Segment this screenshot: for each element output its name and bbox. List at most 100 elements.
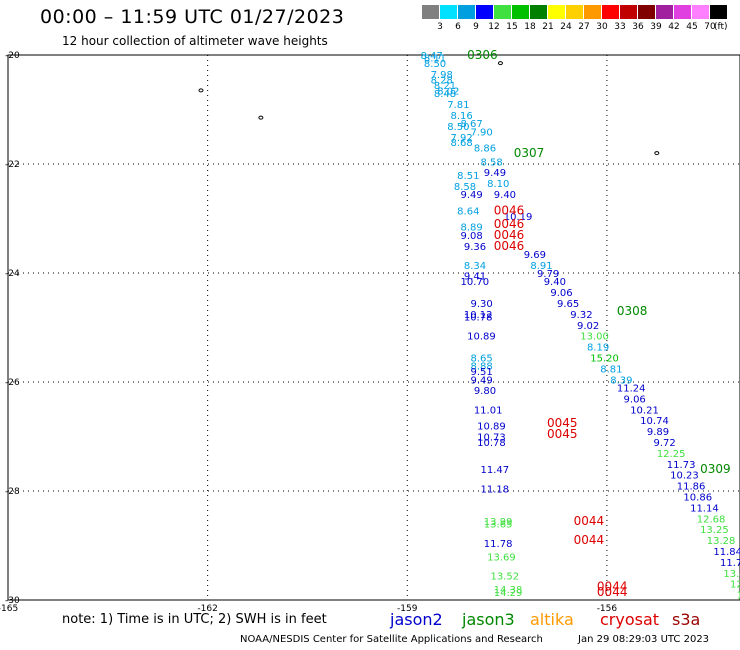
- swh-value: 8.50: [424, 59, 446, 70]
- swh-value: 9.51: [470, 367, 492, 378]
- satellite-cryosat: cryosat: [600, 610, 660, 629]
- swh-value: 10.86: [683, 492, 712, 503]
- swh-value: 8.11: [424, 54, 446, 65]
- swh-value: 8.64: [457, 206, 479, 217]
- swh-value: 11.14: [690, 503, 719, 514]
- swh-value: 7.90: [470, 127, 492, 138]
- swh-value: 9.79: [537, 269, 559, 280]
- swh-value: 8.16: [451, 111, 473, 122]
- legend-swatch: [602, 5, 619, 19]
- island-outline: [654, 151, 660, 156]
- swh-value: 10.19: [504, 212, 533, 223]
- swh-value: 11.86: [677, 482, 706, 493]
- island-outline: [497, 61, 503, 66]
- legend-label: 30: [596, 22, 608, 32]
- island-outline: [198, 88, 204, 93]
- legend-swatch: [494, 5, 511, 19]
- credit-text: NOAA/NESDIS Center for Satellite Applica…: [240, 634, 543, 645]
- legend-label: 42: [668, 22, 680, 32]
- swh-value: 10.70: [461, 277, 490, 288]
- pass-label: 0044: [574, 533, 605, 547]
- pass-label: 0046: [494, 228, 525, 242]
- timestamp: Jan 29 08:29:03 UTC 2023: [578, 634, 710, 645]
- swh-value: 8.81: [600, 364, 622, 375]
- swh-value: 13.00: [580, 332, 609, 343]
- swh-value: 15.20: [590, 353, 619, 364]
- swh-value: 9.49: [461, 190, 483, 201]
- legend-swatch: [548, 5, 565, 19]
- pass-label: 0044: [597, 585, 628, 599]
- pass-label: 0044: [574, 514, 605, 528]
- swh-value: 9.65: [557, 299, 579, 310]
- legend-label: 18: [524, 22, 536, 32]
- swh-value: 8.48: [434, 89, 456, 100]
- y-tick-label: -20: [5, 51, 20, 61]
- pass-label: 0309: [700, 462, 731, 476]
- swh-value: 13.25: [700, 525, 729, 536]
- y-tick-label: -24: [5, 269, 20, 279]
- swh-value: 13.52: [490, 571, 519, 582]
- swh-value: 10.89: [467, 332, 496, 343]
- pass-label: 0308: [617, 304, 648, 318]
- legend-label: 21: [542, 22, 554, 32]
- swh-value: 9.30: [470, 299, 492, 310]
- swh-value: 8.51: [457, 171, 479, 182]
- island-outline: [258, 115, 264, 120]
- legend-label: 36: [632, 22, 644, 32]
- swh-value: 8.39: [610, 375, 632, 386]
- chart-title: 00:00 – 11:59 UTC 01/27/2023: [40, 6, 345, 28]
- x-tick-label: -156: [597, 604, 618, 614]
- legend-label: 9: [473, 22, 479, 32]
- swh-value: 11.47: [480, 465, 509, 476]
- x-tick-label: -165: [0, 604, 18, 614]
- x-tick-label: -159: [397, 604, 418, 614]
- swh-value: 11.24: [617, 383, 646, 394]
- swh-value: 8.19: [587, 343, 609, 354]
- legend-swatch: [710, 5, 727, 19]
- legend-label: 70: [704, 22, 716, 32]
- swh-value: 14.38: [494, 585, 523, 596]
- x-tick-label: -162: [197, 604, 217, 614]
- swh-value: 12.96: [730, 580, 740, 591]
- swh-value: 9.49: [484, 168, 506, 179]
- swh-value: 9.06: [624, 394, 646, 405]
- legend-label: 27: [578, 22, 590, 32]
- pass-label: 0306: [467, 48, 498, 62]
- swh-value: 9.40: [544, 277, 566, 288]
- swh-value: 8.65: [470, 353, 492, 364]
- swh-value: 9.02: [577, 321, 599, 332]
- swh-value: 7.81: [447, 100, 469, 111]
- swh-value: 7.98: [431, 70, 453, 81]
- swh-value: 14.29: [494, 588, 523, 599]
- legend-label: 6: [455, 22, 461, 32]
- pass-label: 0045: [547, 416, 578, 430]
- swh-value: 8.86: [474, 144, 496, 155]
- legend-label: 39: [650, 22, 662, 32]
- swh-value: 8.88: [470, 362, 492, 373]
- swh-value: 10.89: [477, 422, 506, 433]
- satellite-jason3: jason3: [462, 610, 515, 629]
- swh-value: 13.65: [484, 520, 513, 531]
- swh-value: 12.25: [657, 449, 686, 460]
- legend-swatch: [638, 5, 655, 19]
- plot-frame: [7, 54, 740, 601]
- legend-label: 3: [437, 22, 443, 32]
- swh-value: 7.92: [451, 133, 473, 144]
- y-tick-label: -30: [5, 596, 20, 606]
- y-tick-label: -26: [5, 378, 20, 388]
- swh-value: 13.48: [723, 569, 740, 580]
- swh-value: 13.99: [484, 517, 513, 528]
- pass-label: 0046: [494, 239, 525, 253]
- swh-value: 10.78: [477, 438, 506, 449]
- legend-label: 24: [560, 22, 572, 32]
- swh-value: 13.69: [487, 552, 516, 563]
- swh-value: 12.68: [697, 514, 726, 525]
- swh-value: 9.32: [570, 310, 592, 321]
- legend-swatch: [512, 5, 529, 19]
- swh-value: 9.69: [524, 250, 546, 261]
- swh-value: 9.72: [653, 438, 675, 449]
- pass-label: 0046: [494, 217, 525, 231]
- satellite-s3a: s3a: [672, 610, 701, 629]
- legend-swatch: [566, 5, 583, 19]
